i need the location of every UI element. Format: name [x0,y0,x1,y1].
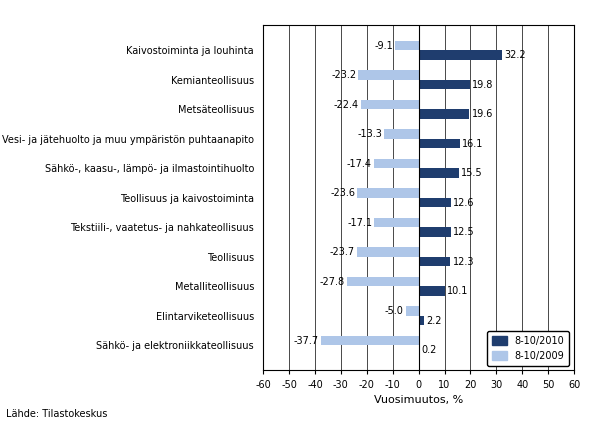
Text: 19.8: 19.8 [472,80,493,90]
Bar [374,159,419,168]
X-axis label: Vuosimuutos, %: Vuosimuutos, % [374,395,463,405]
Bar [419,168,459,178]
Text: -17.4: -17.4 [346,159,371,169]
Bar [419,198,451,207]
Text: 15.5: 15.5 [461,168,483,178]
Text: -22.4: -22.4 [333,100,358,109]
Bar [321,336,419,345]
Text: -17.1: -17.1 [347,218,372,228]
Text: 12.3: 12.3 [453,256,474,266]
Bar [358,189,419,198]
Text: -13.3: -13.3 [357,129,382,139]
Bar [419,316,425,325]
Text: 10.1: 10.1 [447,286,468,296]
Bar [405,306,419,316]
Bar [384,129,419,139]
Text: 19.6: 19.6 [471,109,493,119]
Text: -9.1: -9.1 [374,41,393,51]
Text: -23.7: -23.7 [330,247,355,257]
Text: -5.0: -5.0 [385,306,404,316]
Bar [419,109,469,119]
Text: 12.6: 12.6 [453,197,475,208]
Bar [395,41,419,51]
Bar [419,139,460,148]
Bar [419,80,470,89]
Bar [358,70,419,80]
Bar [419,257,450,266]
Bar [419,51,502,60]
Text: -37.7: -37.7 [294,336,319,346]
Bar [357,248,419,257]
Text: -23.6: -23.6 [330,188,355,198]
Bar [347,277,419,286]
Bar [419,286,445,296]
Text: 12.5: 12.5 [453,227,475,237]
Text: 0.2: 0.2 [421,345,437,355]
Bar [361,100,419,109]
Legend: 8-10/2010, 8-10/2009: 8-10/2010, 8-10/2009 [487,331,569,365]
Text: -23.2: -23.2 [331,70,356,80]
Text: 32.2: 32.2 [504,50,526,60]
Bar [374,218,419,227]
Text: -27.8: -27.8 [319,277,344,287]
Text: 2.2: 2.2 [426,316,442,325]
Text: Lähde: Tilastokeskus: Lähde: Tilastokeskus [6,409,108,419]
Text: 16.1: 16.1 [462,139,484,149]
Bar [419,227,451,237]
